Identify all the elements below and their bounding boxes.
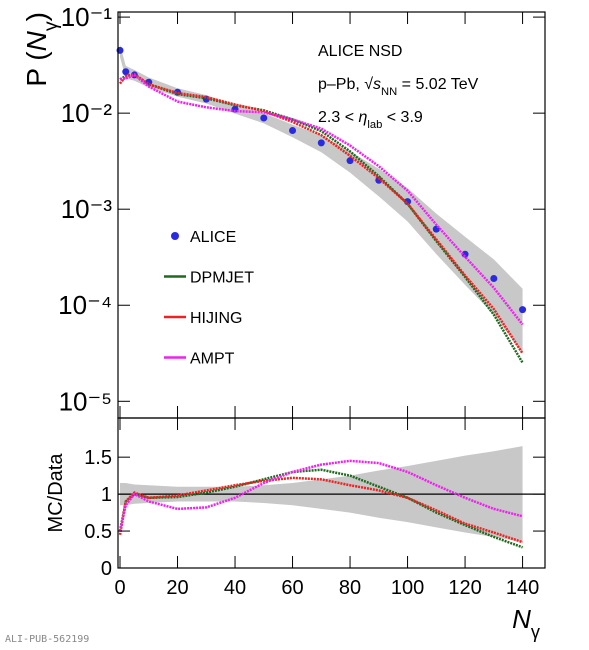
y-tick-label: 10⁻¹ [61,2,113,32]
plot-frame [117,417,546,569]
legend-label: HIJING [190,310,242,327]
x-tick-label: 140 [506,577,539,599]
x-axis-label: Nγ [512,604,541,642]
footnote: ALI-PUB-562199 [5,634,89,645]
text-part: p–Pb, [318,76,364,93]
y-axis-label: MC/Data [45,453,67,533]
text-part: η [358,109,367,126]
x-tick-label: 40 [224,577,246,599]
text-part: lab [367,119,382,131]
y-axis-label: P (Nγ) [21,12,62,87]
data-point [122,68,130,76]
legend-label: AMPT [190,351,235,368]
y-tick-label: 10⁻⁵ [59,386,112,416]
text-part: ) [21,12,52,21]
y-tick-label: 10⁻³ [61,194,113,224]
series-line [119,72,524,355]
text-part: √ [364,76,373,93]
x-tick-label: 100 [391,577,424,599]
data-point [289,126,297,134]
x-tick-label: 120 [448,577,481,599]
y-tick-label: 1.5 [84,447,112,469]
text-part: 2.3 < [318,109,358,126]
series-line [118,459,523,532]
data-point [260,114,268,122]
text-part: s [373,76,381,93]
text-part: NN [381,86,397,98]
data-point [490,274,498,282]
y-tick-label: 0 [101,558,112,580]
text-part: γ [40,21,62,31]
text-part: MC/Data [45,453,67,533]
text-part: = 5.02 TeV [397,76,478,93]
y-tick-label: 0.5 [84,521,112,543]
y-tick-label: 10⁻² [61,98,113,128]
y-tick-label: 1 [101,484,112,506]
text-part: < 3.9 [382,109,423,126]
text-part: N [512,604,531,634]
y-tick-label: 10⁻⁴ [58,290,112,320]
legend-label: ALICE [190,229,236,246]
text-part: γ [531,622,541,642]
legend-label: DPMJET [190,270,254,287]
x-tick-label: 20 [166,577,188,599]
data-point [317,139,325,147]
series-line [119,73,524,364]
annotation: ALICE NSD [318,43,402,60]
text-part: P ( [21,51,52,87]
x-tick-label: 0 [114,577,125,599]
text-part: N [21,30,52,51]
annotation: p–Pb, √sNN = 5.02 TeV [318,76,479,98]
x-tick-label: 80 [339,577,361,599]
legend-marker [171,232,179,240]
data-point [519,306,527,314]
x-tick-label: 60 [281,577,303,599]
annotation: 2.3 < ηlab < 3.9 [318,109,423,131]
data-point [346,157,354,165]
series-line [119,73,524,326]
text-part: ALICE NSD [318,43,402,60]
